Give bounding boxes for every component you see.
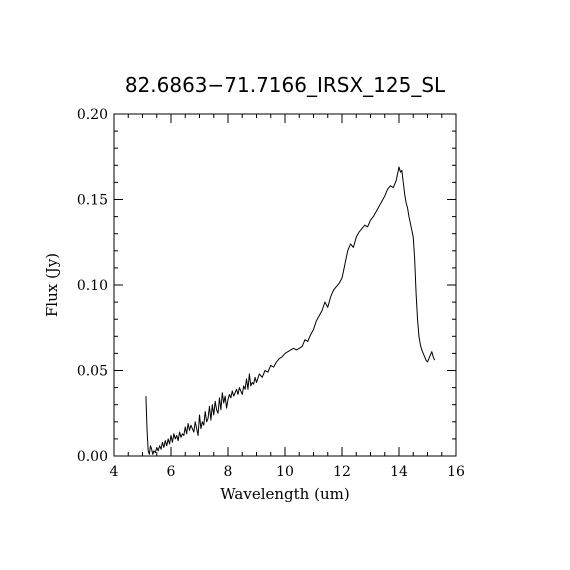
x-tick-label: 6	[167, 464, 176, 480]
x-axis: 4 6 8 10 12 14 16	[110, 114, 465, 480]
y-axis-label: Flux (Jy)	[43, 253, 61, 317]
y-tick-label: 0.20	[77, 107, 108, 123]
series-line	[145, 166, 436, 455]
y-tick-label: 0.05	[77, 364, 108, 380]
y-axis: 0.00 0.05 0.10 0.15 0.20	[77, 107, 456, 465]
x-tick-label: 16	[447, 464, 465, 480]
y-tick-label: 0.10	[77, 278, 108, 294]
chart-title: 82.6863−71.7166_IRSX_125_SL	[125, 73, 446, 97]
x-tick-label: 12	[333, 464, 351, 480]
x-axis-label: Wavelength (um)	[220, 485, 349, 503]
y-tick-label: 0.00	[77, 449, 108, 465]
x-tick-label: 4	[110, 464, 119, 480]
x-tick-label: 14	[390, 464, 408, 480]
plot-frame	[113, 113, 457, 457]
x-tick-label: 8	[224, 464, 233, 480]
series-layer	[145, 166, 436, 455]
x-tick-label: 10	[276, 464, 294, 480]
y-tick-label: 0.15	[77, 193, 108, 209]
plot-area	[113, 113, 457, 457]
